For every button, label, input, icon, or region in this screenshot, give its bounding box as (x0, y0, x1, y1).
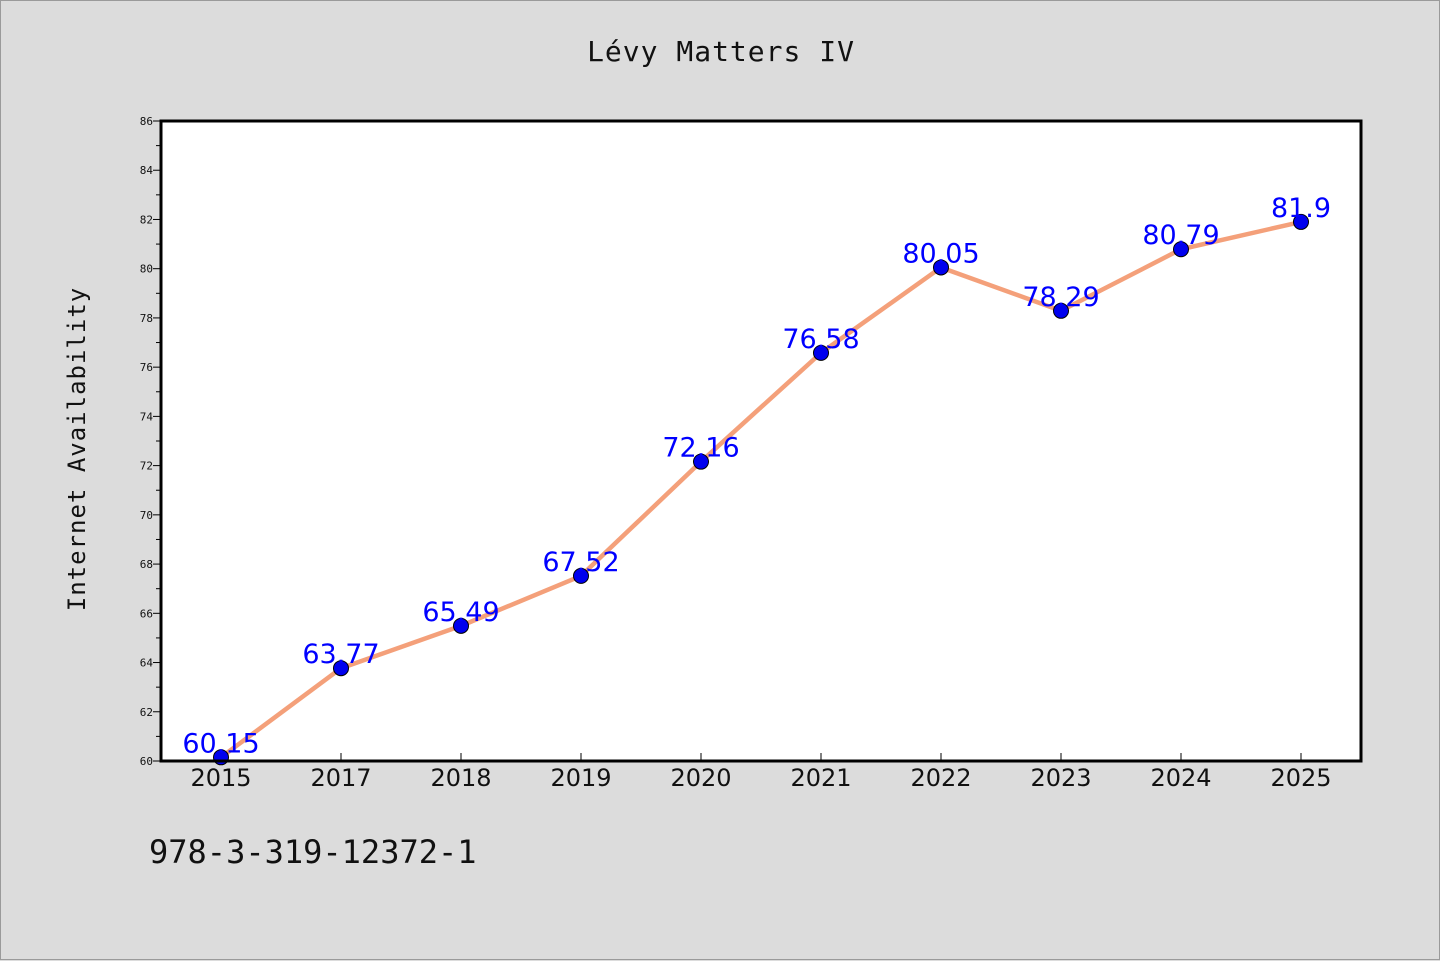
data-label: 65.49 (422, 597, 499, 628)
y-tick-label: 76 (140, 361, 153, 374)
x-tick-label: 2022 (910, 764, 971, 792)
y-tick-label: 74 (140, 410, 154, 423)
y-axis-label: Internet Availability (63, 287, 91, 611)
y-tick-label: 68 (140, 558, 153, 571)
y-tick-label: 84 (140, 164, 154, 177)
data-label: 80.05 (902, 238, 979, 269)
data-point (1293, 213, 1309, 230)
y-tick-label: 70 (140, 509, 153, 522)
y-tick-label: 66 (140, 607, 153, 620)
y-tick-label: 72 (140, 460, 153, 473)
series-line (219, 219, 1302, 760)
data-label: 67.52 (542, 547, 619, 578)
chart-title: Lévy Matters IV (587, 35, 855, 68)
data-point (693, 453, 709, 470)
x-tick-label: 2020 (670, 764, 731, 792)
x-tick-label: 2025 (1270, 764, 1331, 792)
y-axis: 60 62 64 66 68 70 72 74 76 78 80 82 84 86 (140, 115, 161, 768)
y-tick-label: 80 (140, 263, 153, 276)
data-point (573, 567, 589, 584)
data-label: 63.77 (302, 639, 379, 670)
y-tick-label: 86 (140, 115, 153, 128)
data-point (813, 344, 829, 361)
y-tick-label: 78 (140, 312, 153, 325)
x-tick-label: 2017 (310, 764, 371, 792)
x-tick-label: 2024 (1150, 764, 1211, 792)
isbn-label: 978-3-319-12372-1 (149, 833, 477, 871)
x-tick-label: 2021 (790, 764, 851, 792)
y-tick-label: 62 (140, 706, 153, 719)
data-label: 80.79 (1142, 220, 1219, 251)
y-tick-label: 60 (140, 755, 153, 768)
data-label: 81.9 (1271, 193, 1331, 224)
x-tick-label: 2023 (1030, 764, 1091, 792)
data-label: 78.29 (1022, 282, 1099, 313)
data-label: 72.16 (662, 433, 739, 464)
x-tick-label: 2015 (190, 764, 251, 792)
data-point (1053, 302, 1069, 319)
plot-area (161, 121, 1361, 761)
x-tick-label: 2019 (550, 764, 611, 792)
x-tick-label: 2018 (430, 764, 491, 792)
y-tick-label: 64 (140, 657, 154, 670)
series-layer: 60.15 63.77 65.49 67.52 72.16 76.58 80.05 78.29… (182, 193, 1331, 766)
data-point (1173, 241, 1189, 258)
plot-frame (159, 119, 1363, 763)
data-point (333, 660, 349, 677)
x-axis: 2015 2017 2018 2019 2020 2021 2022 2023 2024 2025 (190, 753, 1332, 792)
data-label: 60.15 (182, 728, 259, 759)
data-label: 76.58 (782, 324, 859, 355)
y-tick-label: 82 (140, 213, 153, 226)
data-point (933, 259, 949, 276)
data-point (453, 617, 469, 634)
